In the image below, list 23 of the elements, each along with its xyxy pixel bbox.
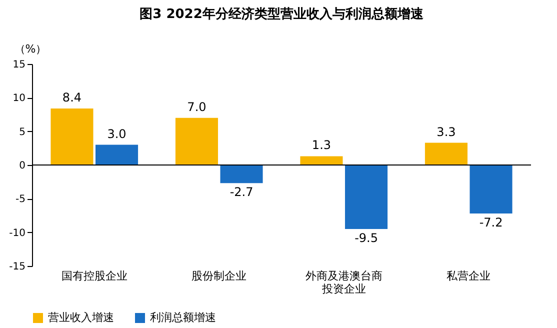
data-label: -9.5 [354, 230, 378, 245]
x-tick-label: 股份制企业 [192, 270, 247, 282]
data-label: -7.2 [479, 215, 503, 230]
x-tick-label: 私营企业 [446, 270, 491, 282]
y-tick-label: -10 [9, 228, 26, 239]
x-tick-label: 国有控股企业 [61, 270, 128, 282]
data-label: 1.3 [312, 138, 332, 152]
y-tick-label: -5 [16, 194, 26, 206]
y-tick-label: 15 [12, 60, 26, 70]
y-tick-label: -15 [9, 262, 26, 272]
legend-label: 营业收入增速 [48, 311, 114, 324]
data-label: 7.0 [187, 100, 206, 114]
y-tick-label: 5 [19, 126, 26, 138]
y-tick-label: 0 [19, 160, 26, 172]
y-axis-title: （%） [14, 42, 47, 56]
data-label: -2.7 [230, 185, 254, 200]
y-tick-label: 10 [12, 93, 26, 104]
data-label: 8.4 [62, 90, 82, 104]
data-label: 3.3 [436, 124, 456, 139]
x-tick-label: 外商及港澳台商投资企业 [305, 270, 382, 296]
legend-label: 利润总额增速 [150, 311, 216, 324]
chart-title: 图3 2022年分经济类型营业收入与利润总额增速 [140, 6, 424, 22]
data-label: 3.0 [107, 126, 126, 141]
